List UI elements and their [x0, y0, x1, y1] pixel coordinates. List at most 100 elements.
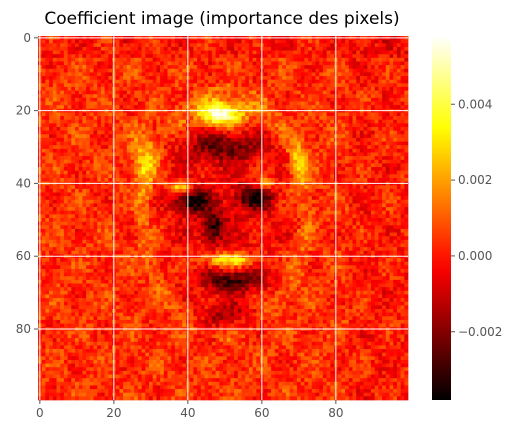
heatmap-cell: [304, 105, 309, 110]
heatmap-cell: [89, 119, 94, 124]
heatmap-cell: [348, 192, 353, 197]
heatmap-cell: [108, 57, 113, 62]
heatmap-cell: [256, 50, 261, 55]
heatmap-cell: [230, 76, 235, 81]
heatmap-cell: [204, 188, 209, 193]
heatmap-cell: [93, 43, 98, 48]
heatmap-cell: [315, 123, 320, 128]
heatmap-cell: [315, 167, 320, 172]
heatmap-cell: [341, 61, 346, 66]
heatmap-cell: [160, 54, 165, 59]
heatmap-cell: [356, 116, 361, 121]
heatmap-cell: [97, 148, 102, 153]
heatmap-cell: [374, 141, 379, 146]
heatmap-cell: [63, 167, 68, 172]
heatmap-cell: [359, 127, 364, 131]
heatmap-cell: [263, 148, 268, 153]
heatmap-cell: [171, 185, 176, 190]
heatmap-cell: [374, 57, 379, 62]
heatmap-cell: [234, 145, 239, 150]
heatmap-cell: [189, 68, 194, 73]
heatmap-cell: [130, 137, 135, 142]
heatmap-cell: [385, 116, 390, 121]
heatmap-cell: [400, 46, 405, 51]
heatmap-cell: [145, 188, 150, 193]
heatmap-cell: [348, 119, 353, 124]
heatmap-cell: [126, 83, 131, 88]
heatmap-cell: [93, 210, 98, 215]
heatmap-cell: [182, 97, 187, 102]
heatmap-cell: [208, 174, 213, 179]
heatmap-cell: [271, 119, 276, 124]
heatmap-cell: [230, 68, 235, 73]
heatmap-cell: [341, 57, 346, 62]
heatmap-cell: [367, 127, 372, 131]
heatmap-cell: [75, 196, 80, 201]
heatmap-cell: [200, 79, 205, 84]
heatmap-cell: [204, 76, 209, 81]
heatmap-cell: [211, 137, 216, 142]
heatmap-cell: [82, 177, 87, 182]
heatmap-cell: [174, 39, 179, 44]
heatmap-cell: [126, 141, 131, 146]
heatmap-cell: [352, 156, 357, 161]
heatmap-cell: [200, 177, 205, 182]
heatmap-cell: [156, 68, 161, 73]
heatmap-cell: [400, 57, 405, 62]
heatmap-cell: [326, 163, 331, 168]
heatmap-cell: [297, 50, 302, 55]
heatmap-cell: [119, 174, 124, 179]
heatmap-cell: [197, 68, 202, 73]
heatmap-cell: [374, 167, 379, 172]
heatmap-cell: [52, 105, 57, 110]
heatmap-cell: [197, 174, 202, 179]
heatmap-cell: [363, 54, 368, 59]
heatmap-cell: [204, 101, 209, 106]
heatmap-cell: [189, 86, 194, 91]
heatmap-cell: [252, 112, 257, 117]
heatmap-cell: [226, 152, 231, 157]
heatmap-cell: [245, 68, 250, 73]
heatmap-cell: [304, 188, 309, 193]
heatmap-cell: [352, 192, 357, 197]
heatmap-cell: [371, 210, 376, 215]
heatmap-cell: [137, 46, 142, 51]
heatmap-cell: [56, 94, 61, 99]
heatmap-cell: [45, 163, 50, 168]
heatmap-cell: [252, 214, 257, 219]
heatmap-cell: [322, 192, 327, 197]
heatmap-cell: [141, 137, 146, 142]
heatmap-cell: [326, 123, 331, 128]
heatmap-cell: [374, 43, 379, 48]
heatmap-cell: [71, 167, 76, 172]
heatmap-cell: [141, 76, 146, 81]
heatmap-cell: [126, 97, 131, 102]
heatmap-cell: [315, 199, 320, 204]
heatmap-cell: [123, 72, 128, 77]
heatmap-cell: [245, 145, 250, 150]
heatmap-cell: [52, 214, 57, 219]
heatmap-cell: [315, 65, 320, 70]
heatmap-cell: [71, 65, 76, 70]
heatmap-cell: [226, 210, 231, 215]
heatmap-cell: [71, 97, 76, 102]
heatmap-cell: [219, 94, 224, 99]
heatmap-cell: [163, 46, 168, 51]
heatmap-cell: [197, 43, 202, 48]
heatmap-cell: [315, 207, 320, 212]
heatmap-cell: [171, 203, 176, 208]
heatmap-cell: [204, 148, 209, 153]
heatmap-cell: [293, 199, 298, 204]
heatmap-cell: [348, 163, 353, 168]
heatmap-cell: [359, 174, 364, 179]
heatmap-cell: [237, 39, 242, 44]
heatmap-cell: [60, 57, 65, 62]
heatmap-cell: [137, 72, 142, 77]
heatmap-cell: [378, 119, 383, 124]
heatmap-cell: [359, 116, 364, 121]
heatmap-cell: [130, 123, 135, 128]
heatmap-cell: [282, 177, 287, 182]
heatmap-cell: [145, 185, 150, 190]
heatmap-cell: [289, 54, 294, 59]
heatmap-cell: [367, 112, 372, 117]
